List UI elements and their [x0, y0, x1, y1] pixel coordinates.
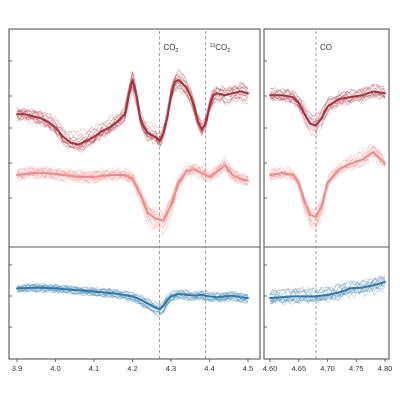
right-panel-ticks: 4.60 4.65 4.70 4.75 4.80 [263, 60, 393, 373]
individual-trace [16, 288, 249, 314]
x-tick-label: 4.3 [166, 364, 176, 373]
left-panel-markers [159, 31, 207, 359]
left-panel-series [16, 68, 249, 318]
left-panel-ticks: 3.9 4.0 4.1 4.2 4.3 4.4 4.5 [9, 60, 253, 373]
individual-trace [269, 92, 386, 130]
individual-trace [269, 87, 386, 120]
individual-trace [269, 92, 386, 135]
x-tick-label: 4.5 [243, 364, 253, 373]
individual-trace [269, 83, 386, 124]
x-tick-label: 4.2 [127, 364, 137, 373]
mean-trace [16, 164, 249, 222]
individual-trace [16, 78, 249, 141]
x-tick-label: 4.70 [320, 364, 335, 373]
individual-trace [16, 74, 249, 152]
individual-trace [269, 283, 386, 305]
x-tick-label: 3.9 [12, 364, 22, 373]
individual-trace [16, 159, 249, 216]
individual-trace [269, 281, 386, 305]
individual-trace [16, 282, 249, 307]
x-tick-label: 4.80 [378, 364, 393, 373]
individual-trace [16, 158, 249, 231]
individual-trace [269, 95, 386, 132]
band-label-superscript: 13 [210, 43, 216, 49]
right-panel-frame [263, 28, 390, 360]
individual-trace [269, 93, 386, 126]
band-label: 13CO2 [210, 43, 231, 54]
individual-trace [16, 288, 249, 315]
band-label-subscript: 2 [175, 48, 178, 54]
band-label-text: CO [163, 43, 175, 52]
x-tick-label: 4.65 [291, 364, 306, 373]
individual-trace [16, 164, 249, 235]
x-tick-label: 4.75 [349, 364, 364, 373]
individual-trace [269, 145, 385, 215]
individual-trace [269, 149, 386, 232]
individual-trace [16, 155, 249, 223]
individual-trace [16, 288, 249, 311]
x-tick-label: 4.4 [204, 364, 214, 373]
right-panel-annotations: CO [320, 43, 332, 52]
mean-trace [269, 90, 386, 127]
x-tick-label: 4.60 [263, 364, 278, 373]
individual-trace [16, 169, 249, 217]
individual-trace [16, 283, 249, 305]
individual-trace [16, 72, 249, 151]
left-panel-frame [8, 28, 261, 360]
band-label: CO2 [163, 43, 178, 54]
individual-trace [269, 278, 386, 296]
individual-trace [269, 154, 386, 229]
individual-trace [16, 288, 249, 315]
individual-trace [16, 288, 249, 318]
band-label-text: CO [215, 43, 227, 52]
individual-trace [16, 160, 248, 222]
individual-trace [269, 276, 386, 296]
individual-trace [269, 276, 386, 295]
individual-trace [16, 70, 249, 149]
individual-trace [269, 283, 386, 304]
band-label-subscript: 2 [227, 48, 230, 54]
mean-trace [269, 151, 386, 218]
individual-trace [269, 91, 386, 138]
individual-trace [16, 85, 249, 152]
x-tick-label: 4.0 [50, 364, 60, 373]
individual-trace [269, 153, 386, 219]
individual-trace [16, 71, 249, 144]
individual-trace [269, 274, 386, 296]
right-panel-series [269, 82, 386, 306]
individual-trace [269, 82, 386, 127]
mean-trace [16, 79, 249, 146]
individual-trace [16, 282, 249, 306]
right-panel: 4.60 4.65 4.70 4.75 4.80 CO [263, 28, 393, 373]
mean-trace [269, 281, 386, 299]
individual-trace [269, 93, 386, 132]
individual-trace [269, 86, 386, 120]
individual-trace [16, 162, 249, 229]
band-label-text: CO [320, 43, 332, 52]
individual-trace [16, 161, 249, 213]
x-tick-label: 4.1 [89, 364, 99, 373]
mean-trace [16, 286, 249, 311]
individual-trace [269, 84, 386, 117]
individual-trace [16, 85, 249, 144]
individual-trace [269, 289, 386, 306]
band-label: CO [320, 43, 332, 52]
individual-trace [16, 162, 249, 219]
